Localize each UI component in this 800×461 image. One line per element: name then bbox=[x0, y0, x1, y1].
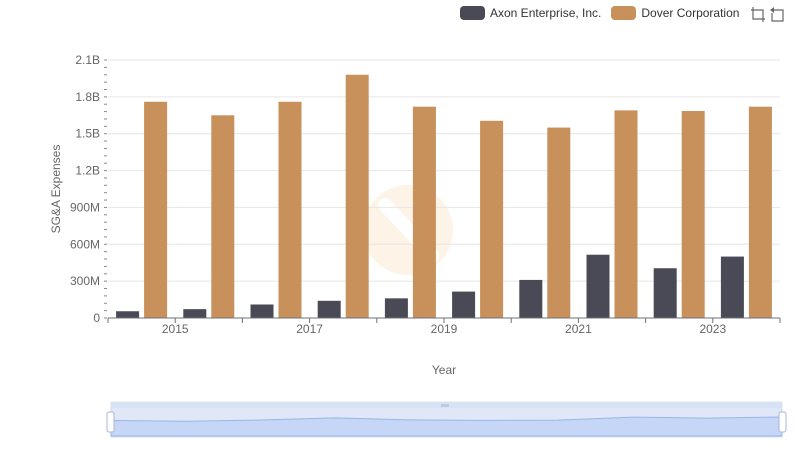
bar-dover-2020[interactable] bbox=[547, 127, 571, 318]
data-zoom-left-handle[interactable] bbox=[106, 411, 115, 433]
bar-axon-2023[interactable] bbox=[720, 256, 744, 318]
y-tick-label: 900M bbox=[70, 200, 100, 214]
data-zoom-top-bar[interactable] bbox=[111, 402, 782, 408]
bar-axon-2017[interactable] bbox=[317, 300, 341, 318]
y-tick-label: 2.1B bbox=[75, 53, 100, 67]
bar-dover-2019[interactable] bbox=[480, 120, 504, 318]
x-tick-label: 2021 bbox=[565, 322, 592, 336]
legend: Axon Enterprise, Inc. Dover Corporation bbox=[460, 4, 749, 22]
bar-dover-2022[interactable] bbox=[681, 110, 705, 318]
y-axis-label: SG&A Expenses bbox=[49, 145, 63, 234]
grid-lines bbox=[108, 59, 780, 319]
legend-item-axon[interactable]: Axon Enterprise, Inc. bbox=[460, 6, 601, 20]
y-tick-label: 1.2B bbox=[75, 164, 100, 178]
watermark-logo bbox=[363, 185, 453, 275]
y-tick-label: 1.8B bbox=[75, 90, 100, 104]
y-axis-minor-ticks bbox=[104, 59, 107, 319]
x-axis-label: Year bbox=[432, 363, 456, 377]
x-tick-label: 2023 bbox=[699, 322, 726, 336]
x-axis: 2015 2017 2019 2021 2023 bbox=[107, 317, 781, 336]
bar-axon-2018[interactable] bbox=[384, 298, 408, 318]
y-tick-label: 1.5B bbox=[75, 127, 100, 141]
bars bbox=[116, 74, 772, 319]
bar-dover-2018[interactable] bbox=[412, 106, 436, 318]
bar-axon-2021[interactable] bbox=[586, 254, 610, 318]
bar-axon-2014[interactable] bbox=[116, 311, 140, 318]
data-zoom-grip-icon bbox=[441, 404, 449, 407]
zoom-reset-icon[interactable] bbox=[769, 6, 785, 22]
legend-label-axon: Axon Enterprise, Inc. bbox=[490, 6, 602, 20]
x-tick-label: 2017 bbox=[296, 322, 323, 336]
bar-dover-2023[interactable] bbox=[748, 106, 772, 318]
bar-axon-2020[interactable] bbox=[519, 279, 543, 318]
bar-dover-2021[interactable] bbox=[614, 110, 638, 318]
y-tick-label: 300M bbox=[70, 274, 100, 288]
bar-axon-2015[interactable] bbox=[183, 309, 207, 318]
x-tick-label: 2019 bbox=[431, 322, 458, 336]
legend-swatch-axon bbox=[460, 6, 485, 20]
y-tick-label: 0 bbox=[93, 311, 100, 325]
zoom-select-icon[interactable] bbox=[750, 6, 766, 22]
legend-item-dover[interactable]: Dover Corporation bbox=[611, 6, 739, 20]
legend-label-dover: Dover Corporation bbox=[641, 6, 740, 20]
bar-dover-2014[interactable] bbox=[144, 101, 168, 319]
bar-dover-2017[interactable] bbox=[345, 74, 369, 318]
bar-dover-2015[interactable] bbox=[211, 115, 235, 319]
y-axis: 0 300M 600M 900M 1.2B 1.5B 1.8B 2.1B bbox=[70, 53, 100, 325]
data-zoom-right-handle[interactable] bbox=[778, 411, 787, 433]
data-zoom-slider[interactable] bbox=[106, 401, 787, 438]
bar-axon-2019[interactable] bbox=[452, 291, 476, 318]
toolbox bbox=[747, 6, 785, 22]
bar-axon-2016[interactable] bbox=[250, 304, 274, 318]
legend-swatch-dover bbox=[611, 6, 637, 20]
bar-dover-2016[interactable] bbox=[278, 101, 302, 319]
x-tick-label: 2015 bbox=[162, 322, 189, 336]
y-tick-label: 600M bbox=[70, 237, 100, 251]
bar-axon-2022[interactable] bbox=[653, 268, 677, 318]
